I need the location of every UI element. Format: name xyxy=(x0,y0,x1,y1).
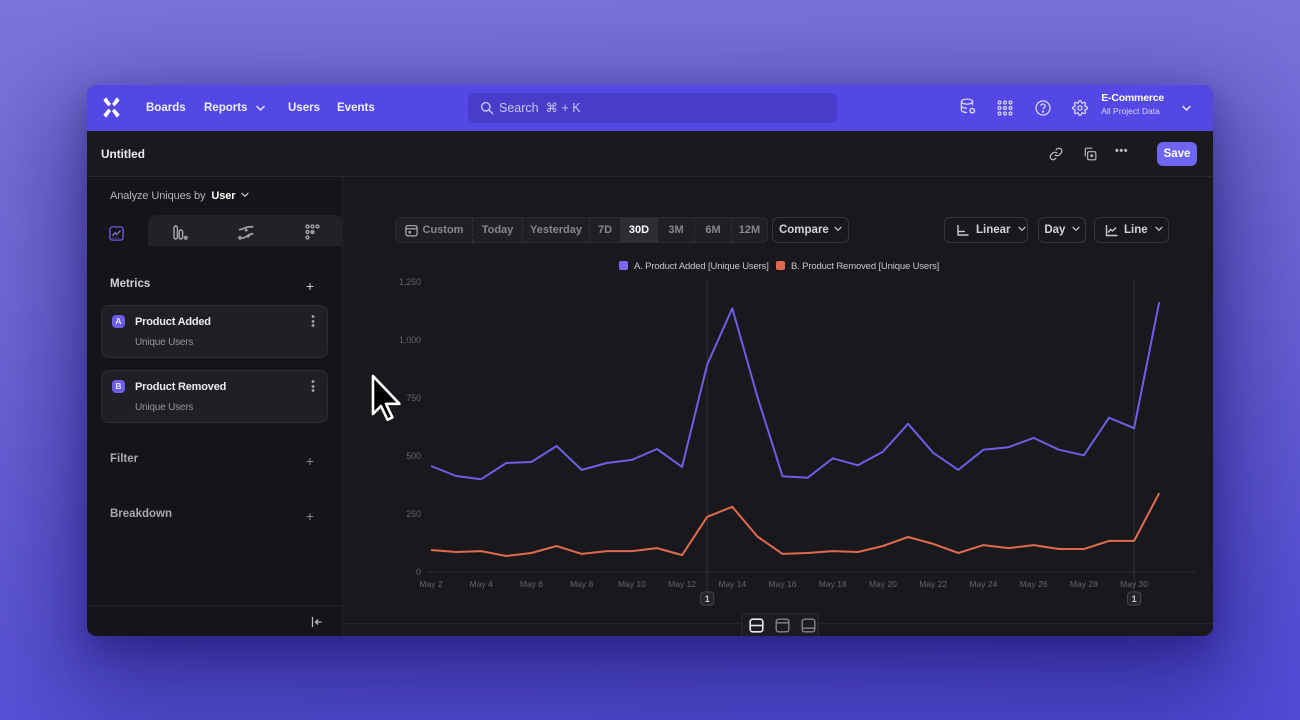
svg-text:May 6: May 6 xyxy=(520,579,543,589)
svg-text:May 12: May 12 xyxy=(668,579,696,589)
svg-text:1,250: 1,250 xyxy=(399,277,421,287)
svg-text:May 28: May 28 xyxy=(1070,579,1098,589)
svg-text:May 26: May 26 xyxy=(1020,579,1048,589)
svg-text:250: 250 xyxy=(406,509,421,519)
svg-text:May 22: May 22 xyxy=(919,579,947,589)
svg-text:May 16: May 16 xyxy=(769,579,797,589)
svg-text:May 14: May 14 xyxy=(718,579,746,589)
svg-text:1: 1 xyxy=(1132,594,1137,604)
svg-text:May 18: May 18 xyxy=(819,579,847,589)
svg-text:May 24: May 24 xyxy=(969,579,997,589)
svg-text:1: 1 xyxy=(705,594,710,604)
svg-text:500: 500 xyxy=(406,451,421,461)
svg-text:750: 750 xyxy=(406,393,421,403)
svg-text:0: 0 xyxy=(416,567,421,577)
svg-text:May 30: May 30 xyxy=(1120,579,1148,589)
svg-text:May 2: May 2 xyxy=(419,579,442,589)
svg-text:May 8: May 8 xyxy=(570,579,593,589)
svg-text:May 4: May 4 xyxy=(470,579,493,589)
svg-text:May 10: May 10 xyxy=(618,579,646,589)
svg-text:1,000: 1,000 xyxy=(399,335,421,345)
svg-text:May 20: May 20 xyxy=(869,579,897,589)
